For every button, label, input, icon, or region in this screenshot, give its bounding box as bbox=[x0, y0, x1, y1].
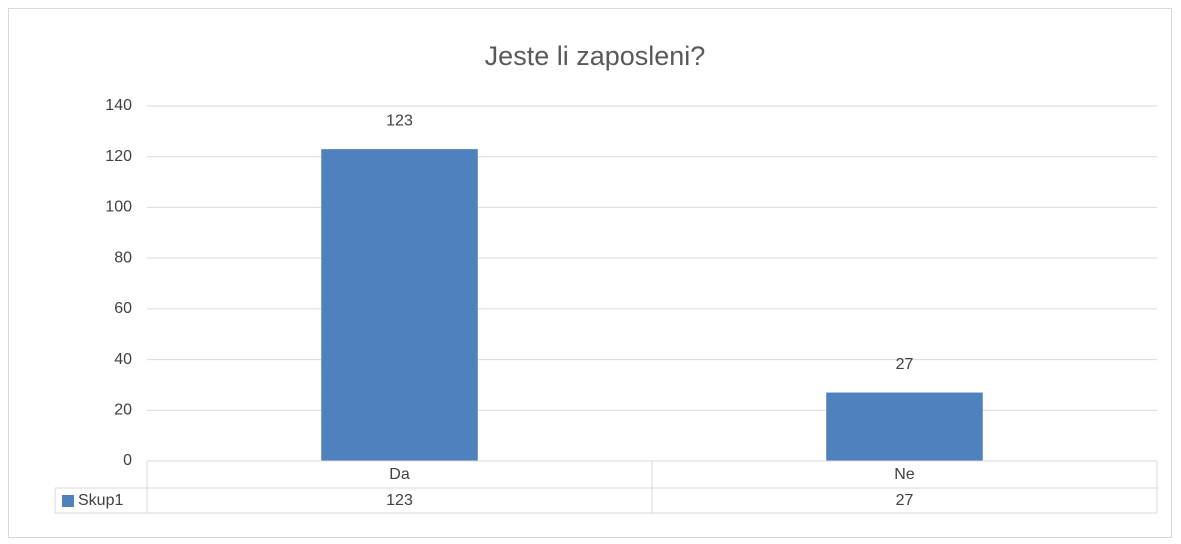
y-tick-label: 120 bbox=[105, 148, 132, 165]
y-tick-label: 140 bbox=[105, 97, 132, 114]
chart-border bbox=[8, 8, 1172, 538]
x-tick-label: Da bbox=[389, 466, 410, 483]
legend-key bbox=[62, 495, 74, 507]
data-label: 27 bbox=[896, 356, 914, 373]
y-tick-label: 20 bbox=[114, 402, 132, 419]
bar bbox=[321, 149, 478, 461]
chart-title: Jeste li zaposleni? bbox=[485, 41, 706, 71]
y-tick-label: 100 bbox=[105, 199, 132, 216]
y-tick-label: 0 bbox=[123, 452, 132, 469]
y-tick-label: 60 bbox=[114, 300, 132, 317]
table-value: 123 bbox=[386, 492, 413, 509]
table-value: 27 bbox=[896, 492, 914, 509]
x-tick-label: Ne bbox=[894, 466, 915, 483]
legend-label: Skup1 bbox=[78, 492, 123, 509]
data-label: 123 bbox=[386, 112, 413, 129]
y-tick-label: 40 bbox=[114, 351, 132, 368]
y-tick-label: 80 bbox=[114, 249, 132, 266]
bar bbox=[826, 392, 983, 461]
